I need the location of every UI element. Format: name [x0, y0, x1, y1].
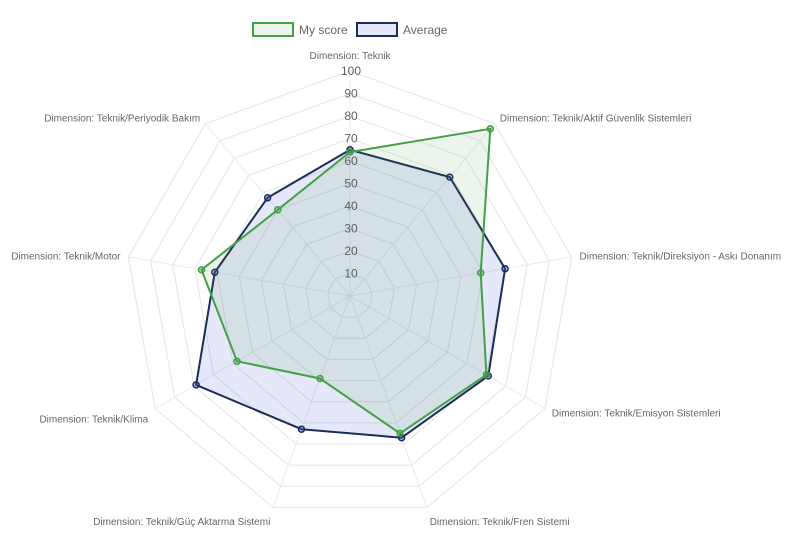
tick-label-60: 60 — [344, 154, 358, 168]
axis-label-3: Dimension: Teknik/Direksiyon - Askı Dona… — [580, 252, 782, 263]
grid-spoke-2 — [349, 123, 495, 297]
series-average-point-2[interactable] — [446, 173, 454, 181]
grid-spoke-7 — [154, 295, 351, 409]
axis-label-5: Dimension: Teknik/Fren Sistemi — [430, 517, 570, 528]
axis-label-4: Dimension: Teknik/Emisyon Sistemleri — [552, 409, 721, 420]
series-my-score-point-8[interactable] — [197, 266, 206, 274]
legend-item-average[interactable]: Average — [356, 22, 448, 37]
series-my-score-point-2[interactable] — [486, 125, 495, 133]
series-layer — [192, 125, 509, 442]
legend-label-average: Average — [403, 23, 448, 37]
series-my-score-point-6[interactable] — [316, 374, 324, 383]
series-average-point-3[interactable] — [501, 264, 509, 273]
grid-ring-3 — [282, 227, 418, 360]
grid-ring-1 — [327, 272, 373, 318]
grid-ring-9 — [150, 92, 550, 487]
series-average-point-9[interactable] — [263, 194, 272, 202]
axis-label-6: Dimension: Teknik/Güç Aktarma Sistemi — [93, 517, 270, 528]
tick-label-80: 80 — [344, 109, 358, 123]
grid-ring-7 — [194, 137, 506, 445]
series-my-score-point-1[interactable] — [346, 148, 354, 156]
axis-labels: Dimension: Teknik Dimension: Teknik/Aktif… — [11, 51, 781, 528]
series-average-point-8[interactable] — [211, 268, 219, 276]
tick-label-30: 30 — [344, 222, 358, 236]
grid-spoke-6 — [272, 295, 351, 508]
grid-ring-8 — [172, 115, 528, 466]
axis-label-8: Dimension: Teknik/Motor — [11, 252, 121, 263]
series-my-score-point-4[interactable] — [482, 371, 491, 379]
tick-label-50: 50 — [344, 177, 358, 191]
radar-grid — [127, 70, 573, 508]
legend-swatch-my-score — [252, 22, 294, 37]
grid-ring-2 — [305, 250, 395, 339]
series-my-score-point-3[interactable] — [476, 269, 485, 277]
grid-ring-10 — [127, 70, 573, 508]
grid-spoke-8 — [128, 256, 351, 297]
tick-label-70: 70 — [344, 132, 358, 146]
series-my-score-point-7[interactable] — [233, 357, 241, 366]
tick-label-20: 20 — [344, 244, 358, 258]
grid-ring-6 — [216, 160, 484, 424]
series-average-point-7[interactable] — [192, 381, 200, 389]
grid-ring-5 — [238, 182, 462, 403]
grid-spoke-4 — [349, 295, 546, 409]
axis-label-2: Dimension: Teknik/Aktif Güvenlik Sisteml… — [500, 114, 692, 125]
tick-label-10: 10 — [344, 267, 358, 281]
legend-item-my-score[interactable]: My score — [252, 22, 348, 37]
axis-label-7: Dimension: Teknik/Klima — [39, 415, 148, 426]
tick-label-100: 100 — [341, 64, 361, 78]
series-my-score-point-9[interactable] — [273, 206, 282, 214]
tick-label-90: 90 — [344, 87, 358, 101]
series-average-area — [195, 148, 507, 439]
grid-ring-4 — [260, 205, 440, 382]
tick-labels: 10 20 30 40 50 60 70 80 90 100 — [341, 64, 361, 281]
axis-label-9: Dimension: Teknik/Periyodik Bakım — [44, 114, 200, 125]
series-my-score-point-5[interactable] — [396, 429, 404, 438]
legend-swatch-average — [356, 22, 398, 37]
series-my-score-area — [200, 127, 492, 435]
series-average-point-6[interactable] — [297, 425, 306, 433]
tick-label-40: 40 — [344, 199, 358, 213]
grid-spoke-3 — [349, 256, 572, 297]
legend[interactable]: My score Average — [252, 22, 448, 37]
grid-spoke-5 — [349, 295, 428, 508]
legend-label-my-score: My score — [299, 23, 348, 37]
axis-label-1: Dimension: Teknik — [310, 51, 392, 62]
